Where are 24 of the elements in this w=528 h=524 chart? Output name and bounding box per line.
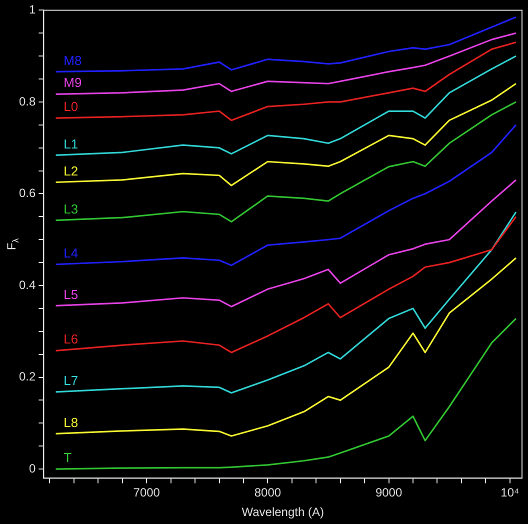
series-label: L1 bbox=[64, 136, 78, 152]
series-label: T bbox=[64, 450, 72, 466]
y-tick-label: 0.2 bbox=[18, 370, 36, 384]
series-label: L8 bbox=[64, 414, 78, 430]
x-tick-label: 9000 bbox=[375, 486, 402, 500]
y-tick-label: 0.6 bbox=[18, 186, 36, 200]
series-label: L3 bbox=[64, 201, 78, 216]
series-label: L6 bbox=[64, 332, 78, 347]
series-label: L7 bbox=[64, 373, 78, 388]
y-tick-label: 0.4 bbox=[18, 278, 36, 292]
y-tick-label: 0 bbox=[28, 461, 36, 476]
series-label: M8 bbox=[64, 52, 82, 68]
x-tick-label: 10⁴ bbox=[500, 486, 520, 500]
series-label: L4 bbox=[64, 245, 78, 260]
series-label: L2 bbox=[64, 163, 78, 178]
y-tick-label: 0.8 bbox=[18, 94, 36, 108]
y-axis-title: Fλ bbox=[4, 238, 20, 250]
series-label: L0 bbox=[64, 99, 78, 114]
x-tick-label: 8000 bbox=[254, 486, 282, 500]
y-tick-label: 1 bbox=[28, 2, 36, 17]
series-label: M9 bbox=[64, 75, 82, 90]
x-tick-label: 7000 bbox=[133, 486, 160, 500]
x-axis-title: Wavelength (A) bbox=[242, 505, 324, 520]
series-label: L5 bbox=[64, 286, 78, 302]
